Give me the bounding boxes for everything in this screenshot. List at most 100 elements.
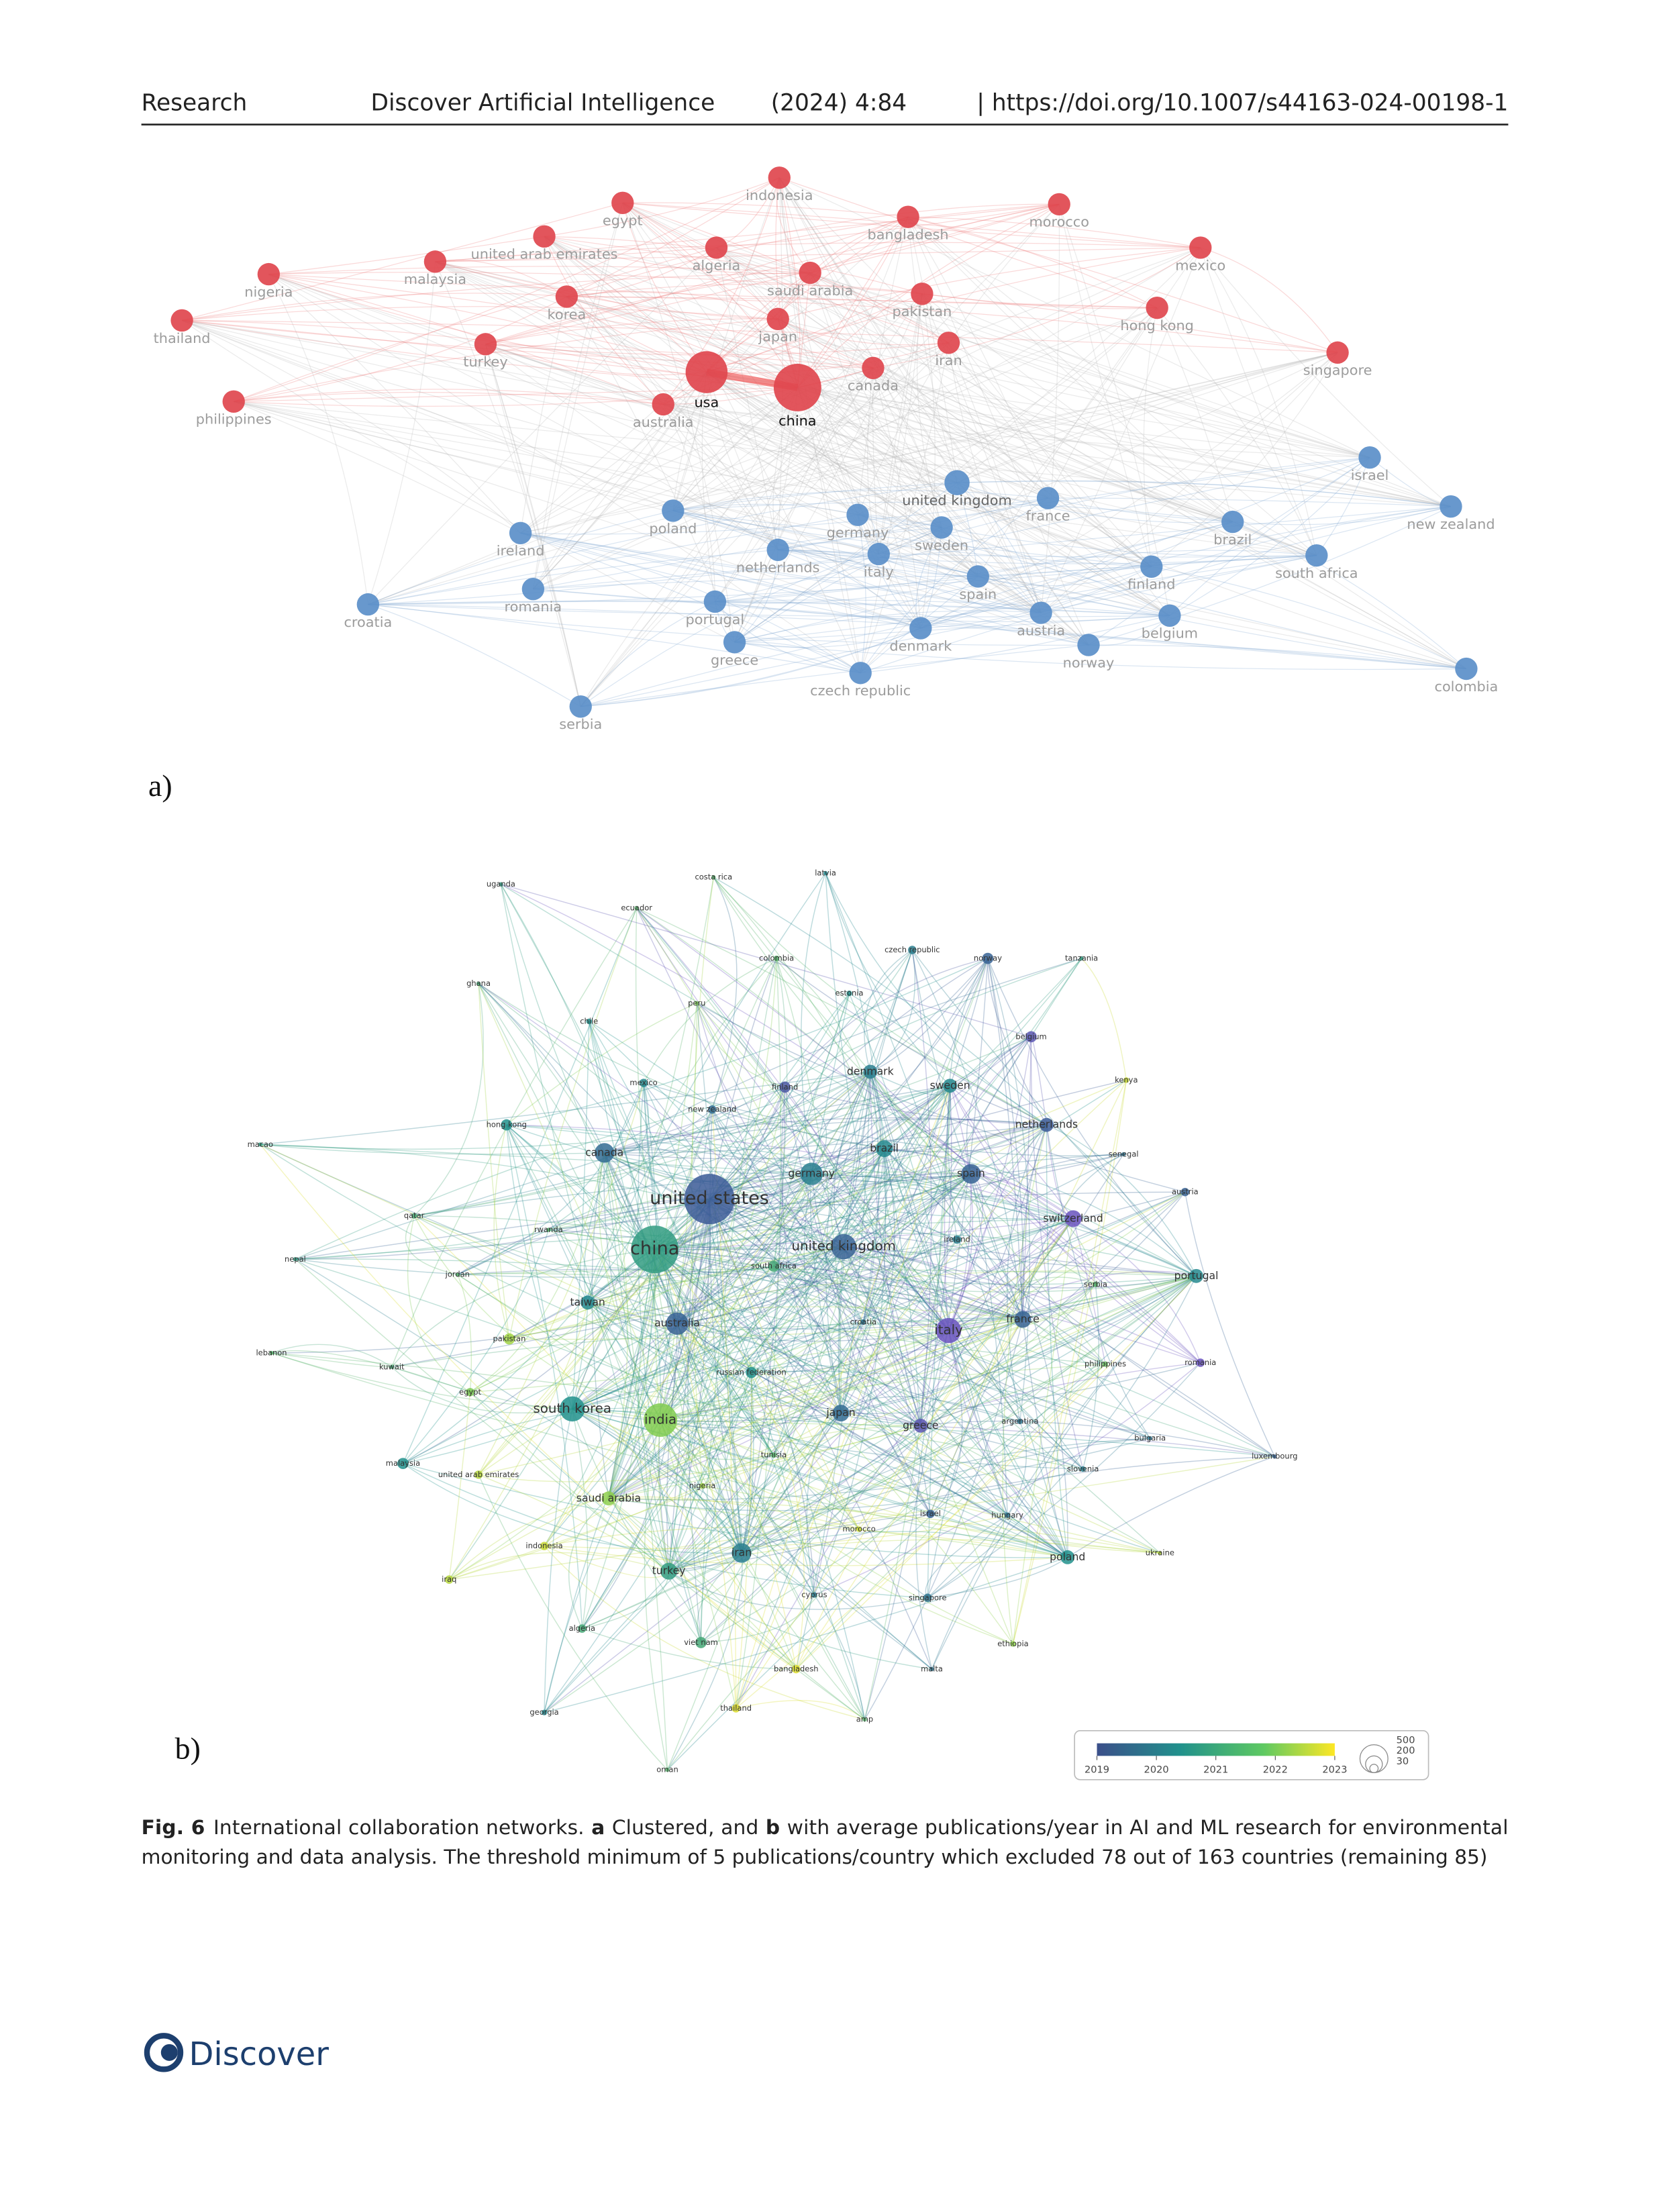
edge (662, 403, 1170, 616)
edge (741, 1456, 1275, 1554)
edge (751, 1364, 921, 1426)
node (937, 332, 960, 354)
node (474, 333, 497, 356)
edge (696, 1003, 864, 1323)
edge (608, 1323, 678, 1499)
edge (457, 1274, 472, 1393)
edge (572, 958, 989, 1409)
edge (813, 1148, 887, 1595)
edge (714, 387, 799, 602)
edge (533, 589, 1466, 670)
edge (603, 1152, 661, 1421)
edge (295, 1258, 865, 1720)
node-label: new zealand (1407, 516, 1495, 532)
edge (271, 1344, 393, 1368)
edge (884, 1148, 1074, 1219)
node-label: saudi arabia (576, 1491, 641, 1504)
edge (435, 261, 1233, 523)
edge (1021, 1218, 1074, 1319)
edge (581, 950, 913, 1629)
node (862, 356, 885, 379)
edge (797, 216, 909, 388)
node (1140, 555, 1163, 579)
node (644, 1403, 678, 1438)
node-label: oman (656, 1765, 678, 1774)
edge (520, 532, 921, 629)
edge (658, 1419, 670, 1572)
edge (927, 1556, 1068, 1599)
edge (666, 1275, 1197, 1770)
edge (1021, 1124, 1048, 1319)
edge (268, 274, 861, 674)
edge (778, 177, 858, 515)
edge (797, 387, 1042, 613)
node-label: france (1006, 1312, 1040, 1325)
node-label: united arab emirates (438, 1470, 519, 1479)
edge (544, 1545, 670, 1578)
edge (391, 1366, 572, 1414)
edge (778, 177, 861, 673)
edge (572, 877, 715, 1409)
edge (927, 1275, 1197, 1599)
node-label: south korea (534, 1401, 611, 1416)
node (779, 1081, 791, 1093)
edge (795, 1364, 1106, 1670)
edge (660, 958, 1082, 1421)
edge (181, 319, 942, 528)
edge (234, 389, 664, 405)
edge (929, 1154, 1124, 1514)
node-label: canada (585, 1146, 623, 1158)
edge (660, 1148, 885, 1421)
edge (368, 510, 673, 605)
edge (884, 1148, 1151, 1439)
edge (544, 236, 778, 550)
edge (858, 1319, 1023, 1530)
edge (478, 1319, 1023, 1476)
edge (778, 177, 1152, 567)
edge (735, 1085, 951, 1709)
edge (778, 527, 942, 550)
node-label: ireland (497, 543, 545, 559)
edge (435, 242, 1201, 262)
edge (368, 307, 1158, 605)
node-label: indonesia (525, 1541, 562, 1550)
edge (734, 482, 958, 643)
node-label: denmark (889, 638, 952, 654)
edge (589, 1021, 950, 1331)
edge (878, 497, 1048, 555)
node (773, 955, 780, 962)
node-label: taiwan (570, 1295, 605, 1308)
edge (1012, 1218, 1074, 1644)
edge (391, 907, 638, 1368)
node (257, 262, 281, 286)
node-label: italy (934, 1322, 963, 1338)
node-label: thailand (154, 330, 211, 346)
node-label: romania (1184, 1358, 1216, 1367)
edge (582, 1275, 1197, 1629)
edge (532, 372, 707, 590)
edge (604, 1117, 1047, 1154)
edge (668, 1552, 742, 1589)
edge (709, 1199, 1084, 1470)
edge (741, 1372, 752, 1554)
edge (271, 1246, 844, 1354)
node-label: bangladesh (774, 1664, 819, 1674)
edge (566, 247, 717, 297)
edge (407, 1215, 470, 1393)
edge (825, 872, 885, 1149)
edge (544, 236, 778, 550)
edge (457, 1274, 1008, 1516)
node-label: austria (1172, 1187, 1199, 1197)
edge (500, 884, 866, 1720)
edge (604, 1124, 1047, 1154)
edge (1151, 352, 1338, 567)
edge (941, 527, 1042, 613)
edge (295, 1198, 710, 1260)
edge (870, 1071, 1023, 1320)
edge (966, 1036, 1031, 1174)
edge (920, 457, 1370, 629)
node-label: morocco (1029, 214, 1089, 230)
edge (260, 1071, 870, 1146)
node (823, 870, 828, 876)
node (1180, 1187, 1190, 1197)
